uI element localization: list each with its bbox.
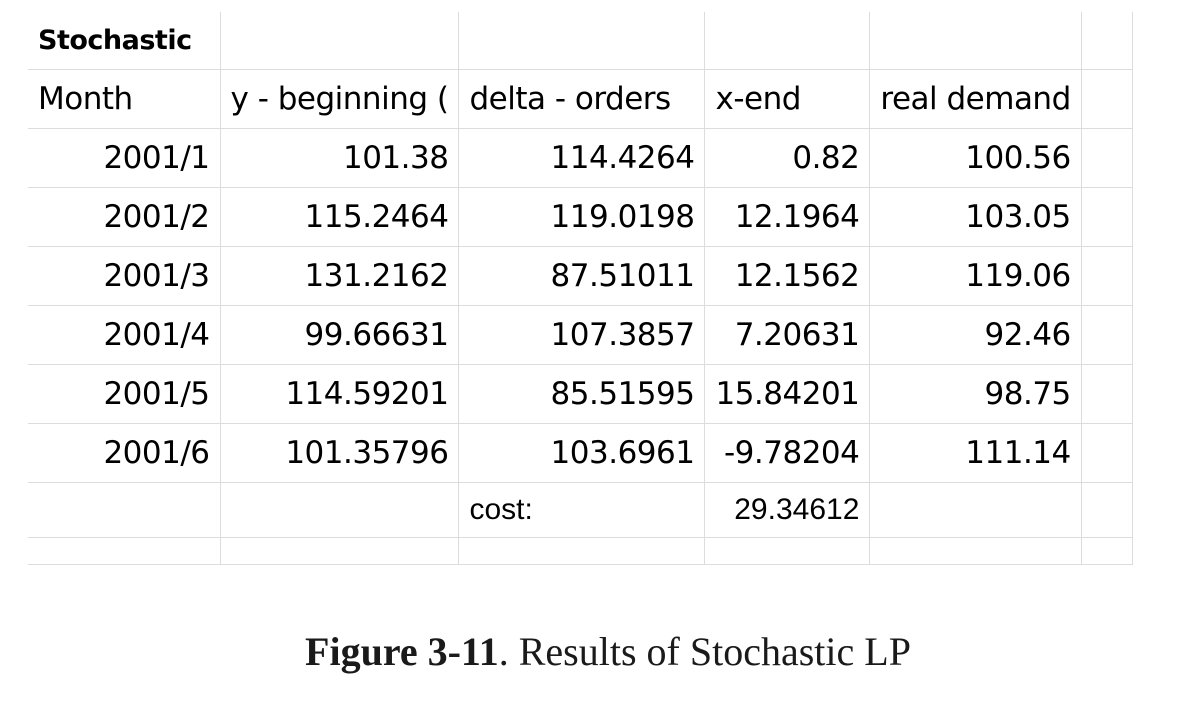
table-row: 2001/5 114.59201 85.51595 15.84201 98.75	[28, 364, 1133, 424]
real-demand-cell[interactable]: 111.14	[869, 423, 1082, 483]
delta-orders-cell[interactable]: 119.0198	[458, 187, 706, 247]
empty-cell[interactable]	[704, 12, 871, 70]
empty-cell[interactable]	[220, 482, 460, 538]
real-demand-cell[interactable]: 98.75	[869, 364, 1082, 424]
y-beginning-cell[interactable]: 99.66631	[220, 305, 460, 365]
table-row: 2001/1 101.38 114.4264 0.82 100.56	[28, 128, 1133, 188]
empty-cell[interactable]	[1081, 69, 1133, 129]
real-demand-cell[interactable]: 92.46	[869, 305, 1082, 365]
empty-cell[interactable]	[1081, 246, 1133, 306]
real-demand-cell[interactable]: 119.06	[869, 246, 1082, 306]
y-beginning-cell[interactable]: 101.35796	[220, 423, 460, 483]
header-real-demand[interactable]: real demand	[869, 69, 1082, 129]
month-cell[interactable]: 2001/6	[28, 423, 221, 483]
real-demand-cell[interactable]: 103.05	[869, 187, 1082, 247]
delta-orders-cell[interactable]: 103.6961	[458, 423, 706, 483]
month-cell[interactable]: 2001/1	[28, 128, 221, 188]
month-cell[interactable]: 2001/2	[28, 187, 221, 247]
table-row: 2001/3 131.2162 87.51011 12.1562 119.06	[28, 246, 1133, 306]
y-beginning-cell[interactable]: 114.59201	[220, 364, 460, 424]
table-row: 2001/2 115.2464 119.0198 12.1964 103.05	[28, 187, 1133, 247]
delta-orders-cell[interactable]: 87.51011	[458, 246, 706, 306]
empty-cell[interactable]	[1081, 364, 1133, 424]
x-end-cell[interactable]: 0.82	[704, 128, 871, 188]
empty-row	[28, 537, 1133, 565]
delta-orders-cell[interactable]: 85.51595	[458, 364, 706, 424]
empty-cell[interactable]	[1081, 187, 1133, 247]
empty-cell[interactable]	[1081, 128, 1133, 188]
figure-caption-text: . Results of Stochastic LP	[498, 629, 911, 674]
figure-caption: Figure 3-11. Results of Stochastic LP	[0, 628, 1184, 675]
empty-cell[interactable]	[1081, 423, 1133, 483]
x-end-cell[interactable]: 12.1964	[704, 187, 871, 247]
header-row: Month y - beginning ( delta - orders x-e…	[28, 69, 1133, 129]
x-end-cell[interactable]: 15.84201	[704, 364, 871, 424]
empty-cell[interactable]	[704, 537, 871, 565]
header-month[interactable]: Month	[28, 69, 221, 129]
header-delta-orders[interactable]: delta - orders	[458, 69, 706, 129]
header-x-end[interactable]: x-end	[704, 69, 871, 129]
delta-orders-cell[interactable]: 114.4264	[458, 128, 706, 188]
real-demand-cell[interactable]: 100.56	[869, 128, 1082, 188]
month-cell[interactable]: 2001/3	[28, 246, 221, 306]
results-spreadsheet: Stochastic Month y - beginning ( delta -…	[28, 12, 1133, 565]
empty-cell[interactable]	[1081, 482, 1133, 538]
empty-cell[interactable]	[869, 537, 1082, 565]
month-cell[interactable]: 2001/4	[28, 305, 221, 365]
empty-cell[interactable]	[220, 537, 460, 565]
delta-orders-cell[interactable]: 107.3857	[458, 305, 706, 365]
empty-cell[interactable]	[28, 537, 221, 565]
empty-cell[interactable]	[220, 12, 460, 70]
x-end-cell[interactable]: 12.1562	[704, 246, 871, 306]
month-cell[interactable]: 2001/5	[28, 364, 221, 424]
empty-cell[interactable]	[1081, 537, 1133, 565]
table-row: 2001/6 101.35796 103.6961 -9.78204 111.1…	[28, 423, 1133, 483]
empty-cell[interactable]	[1081, 12, 1133, 70]
empty-cell[interactable]	[458, 12, 706, 70]
empty-cell[interactable]	[458, 537, 706, 565]
x-end-cell[interactable]: -9.78204	[704, 423, 871, 483]
empty-cell[interactable]	[869, 12, 1082, 70]
cost-row: cost: 29.34612	[28, 482, 1133, 538]
sheet-title[interactable]: Stochastic	[28, 12, 221, 70]
y-beginning-cell[interactable]: 131.2162	[220, 246, 460, 306]
figure-label: Figure 3-11	[305, 629, 499, 674]
x-end-cell[interactable]: 7.20631	[704, 305, 871, 365]
cost-label[interactable]: cost:	[458, 482, 706, 538]
y-beginning-cell[interactable]: 101.38	[220, 128, 460, 188]
title-row: Stochastic	[28, 12, 1133, 70]
header-y-beginning[interactable]: y - beginning (	[220, 69, 460, 129]
cost-value[interactable]: 29.34612	[704, 482, 871, 538]
y-beginning-cell[interactable]: 115.2464	[220, 187, 460, 247]
table-row: 2001/4 99.66631 107.3857 7.20631 92.46	[28, 305, 1133, 365]
empty-cell[interactable]	[869, 482, 1082, 538]
empty-cell[interactable]	[1081, 305, 1133, 365]
empty-cell[interactable]	[28, 482, 221, 538]
